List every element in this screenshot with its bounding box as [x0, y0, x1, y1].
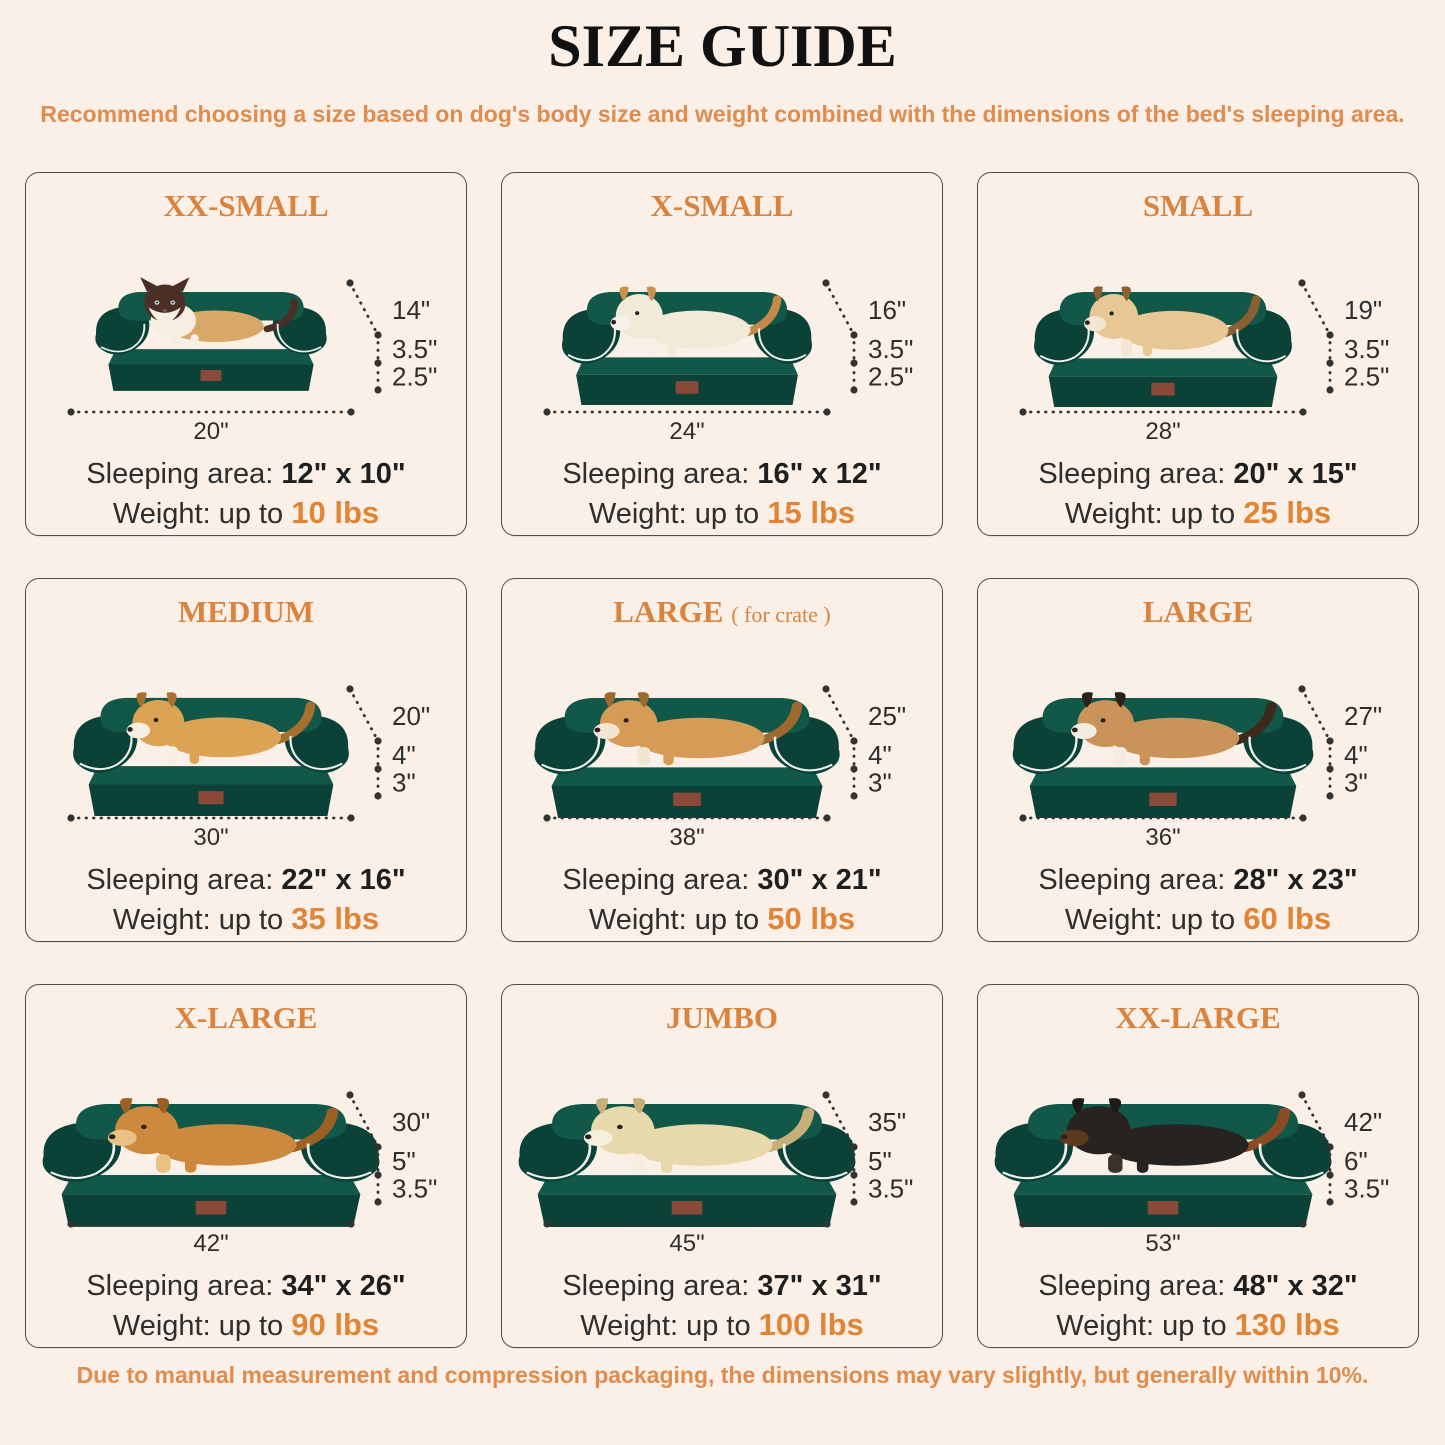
svg-text:3.5": 3.5" — [1344, 1174, 1389, 1204]
svg-text:4": 4" — [868, 740, 892, 770]
svg-text:42": 42" — [193, 1230, 228, 1257]
svg-text:2.5": 2.5" — [868, 362, 913, 392]
svg-text:25": 25" — [868, 701, 906, 731]
svg-text:3.5": 3.5" — [1344, 334, 1389, 364]
svg-text:35": 35" — [868, 1107, 906, 1137]
svg-text:30": 30" — [193, 824, 228, 851]
svg-text:3": 3" — [1344, 768, 1368, 798]
svg-text:28": 28" — [1145, 418, 1180, 445]
svg-text:24": 24" — [669, 418, 704, 445]
svg-text:3": 3" — [392, 768, 416, 798]
svg-text:3.5": 3.5" — [392, 1174, 437, 1204]
svg-text:30": 30" — [392, 1107, 430, 1137]
svg-text:2.5": 2.5" — [1344, 362, 1389, 392]
svg-text:3.5": 3.5" — [868, 1174, 913, 1204]
svg-text:5": 5" — [392, 1146, 416, 1176]
svg-text:3.5": 3.5" — [868, 334, 913, 364]
svg-text:6": 6" — [1344, 1146, 1368, 1176]
svg-text:3.5": 3.5" — [392, 334, 437, 364]
svg-text:4": 4" — [1344, 740, 1368, 770]
svg-text:27": 27" — [1344, 701, 1382, 731]
svg-text:3": 3" — [868, 768, 892, 798]
svg-text:2.5": 2.5" — [392, 362, 437, 392]
svg-text:38": 38" — [669, 824, 704, 851]
svg-text:4": 4" — [392, 740, 416, 770]
svg-text:45": 45" — [669, 1230, 704, 1257]
svg-text:5": 5" — [868, 1146, 892, 1176]
svg-text:16": 16" — [868, 295, 906, 325]
svg-text:20": 20" — [193, 418, 228, 445]
svg-text:36": 36" — [1145, 824, 1180, 851]
svg-text:42": 42" — [1344, 1107, 1382, 1137]
svg-text:14": 14" — [392, 295, 430, 325]
svg-text:20": 20" — [392, 701, 430, 731]
svg-text:19": 19" — [1344, 295, 1382, 325]
svg-text:53": 53" — [1145, 1230, 1180, 1257]
